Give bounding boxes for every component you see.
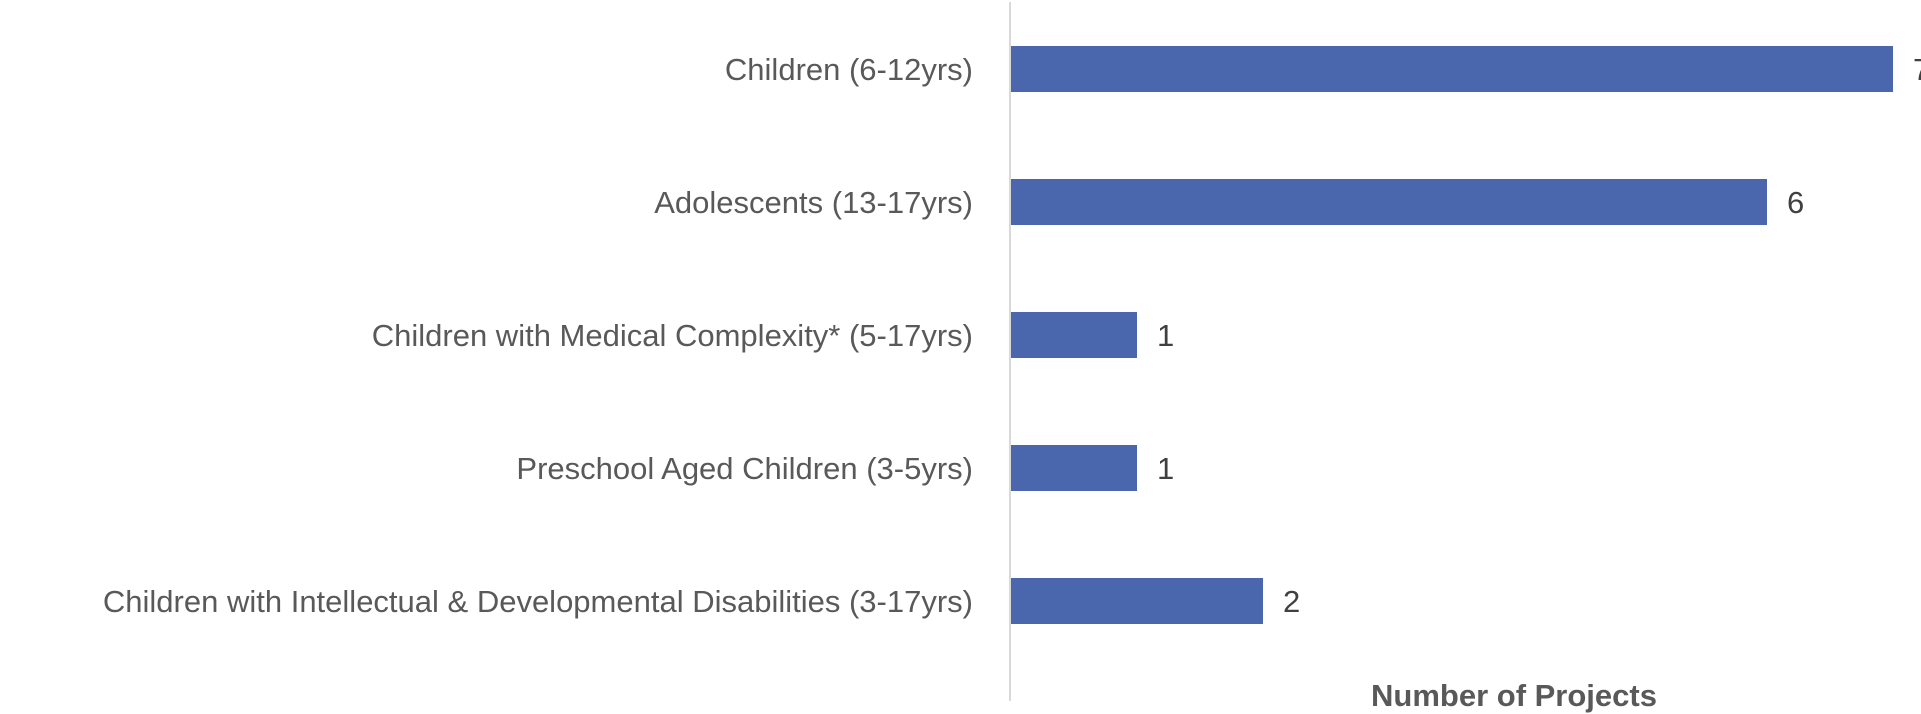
category-label: Adolescents (13-17yrs): [654, 185, 973, 220]
data-labels: 7 6 1 1 2: [1157, 52, 1921, 619]
x-axis-title: Number of Projects: [1371, 678, 1657, 713]
category-label: Children with Medical Complexity* (5-17y…: [372, 318, 973, 353]
data-label: 1: [1157, 318, 1174, 353]
category-labels: Children (6-12yrs) Adolescents (13-17yrs)…: [103, 52, 973, 619]
bar: [1011, 578, 1263, 624]
bar: [1011, 179, 1767, 225]
category-label: Children with Intellectual & Development…: [103, 584, 973, 619]
data-label: 7: [1913, 52, 1921, 87]
bar: [1011, 445, 1137, 491]
bar: [1011, 312, 1137, 358]
bar: [1011, 46, 1893, 92]
data-label: 1: [1157, 451, 1174, 486]
bars: [1011, 46, 1893, 624]
category-label: Preschool Aged Children (3-5yrs): [516, 451, 973, 486]
data-label: 2: [1283, 584, 1300, 619]
category-label: Children (6-12yrs): [725, 52, 973, 87]
data-label: 6: [1787, 185, 1804, 220]
